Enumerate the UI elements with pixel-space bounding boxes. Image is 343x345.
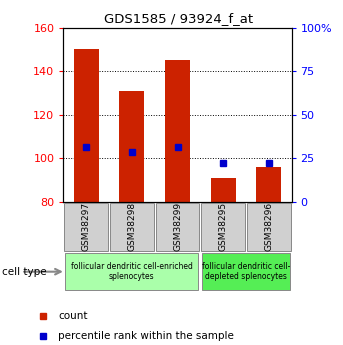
- Bar: [211, 178, 236, 202]
- Bar: [110, 203, 154, 251]
- Text: GDS1585 / 93924_f_at: GDS1585 / 93924_f_at: [104, 12, 253, 25]
- Text: follicular dendritic cell-
depleted splenocytes: follicular dendritic cell- depleted sple…: [202, 262, 290, 282]
- Bar: [64, 203, 108, 251]
- Bar: [247, 203, 291, 251]
- Text: GSM38295: GSM38295: [218, 202, 228, 252]
- Text: cell type: cell type: [2, 267, 46, 277]
- Bar: [65, 254, 199, 290]
- Bar: [74, 49, 99, 202]
- Text: GSM38298: GSM38298: [127, 202, 137, 252]
- Bar: [256, 167, 281, 202]
- Text: GSM38299: GSM38299: [173, 202, 182, 252]
- Bar: [119, 91, 144, 202]
- Bar: [156, 203, 199, 251]
- Text: follicular dendritic cell-enriched
splenocytes: follicular dendritic cell-enriched splen…: [71, 262, 193, 282]
- Text: percentile rank within the sample: percentile rank within the sample: [58, 331, 234, 341]
- Text: GSM38296: GSM38296: [264, 202, 273, 252]
- Text: count: count: [58, 312, 88, 321]
- Bar: [201, 203, 245, 251]
- Bar: [165, 60, 190, 202]
- Text: GSM38297: GSM38297: [82, 202, 91, 252]
- Bar: [202, 254, 290, 290]
